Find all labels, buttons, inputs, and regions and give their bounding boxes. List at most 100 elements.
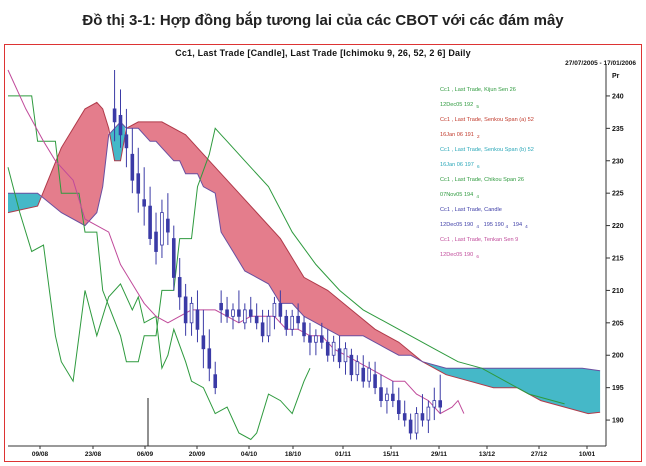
y-tick-label-205: 205 [612,320,624,327]
legend-entry-5: Cc1 , Last Trade, Tenkan Sen 9 [440,237,519,243]
candle-body-0 [112,108,117,123]
cloud-layer [7,101,601,415]
candle-body-30 [290,315,294,330]
candle-body-29 [284,315,289,330]
candle-body-46 [385,393,389,402]
senkou-span-b-line [8,121,601,372]
candle-body-6 [148,205,152,239]
candle-body-2 [124,134,129,149]
chart-header: Cc1, Last Trade [Candle], Last Trade [Ic… [175,48,471,58]
candle-body-18 [219,302,223,311]
candle-body-50 [408,419,413,434]
cloud-bearish-0 [8,193,41,213]
x-tick-label-6: 01/11 [335,451,351,458]
candle-body-22 [243,309,247,324]
cloud-bearish-2 [110,121,125,161]
candle-body-16 [207,348,212,369]
candle-body-31 [296,315,300,324]
candle-body-12 [183,296,188,324]
senkou-span-a-line [7,101,601,415]
x-tick-label-11: 10/01 [579,451,596,458]
candle-body-26 [266,315,271,337]
page-title: Đồ thị 3-1: Hợp đồng bắp tương lai của c… [82,12,564,29]
x-tick-label-10: 27/12 [531,451,548,458]
candle-body-3 [130,153,135,181]
candle-body-21 [237,309,241,317]
candle-body-27 [272,302,277,317]
y-tick-label-190: 190 [612,418,624,425]
date-range: 27/07/2005 - 17/01/2006 [565,60,636,67]
x-tick-label-7: 15/11 [383,451,399,458]
chikou-span-line [7,167,311,441]
candle-body-32 [302,322,306,337]
candle-body-9 [166,218,170,233]
y-tick-label-215: 215 [612,256,624,263]
candle-body-40 [349,354,354,376]
x-tick-label-3: 20/09 [189,451,206,458]
candle-body-33 [308,335,312,343]
legend-value-0: 12Dec05 192 5 [440,102,479,110]
y-tick-label-225: 225 [612,191,624,198]
candle-body-37 [331,341,336,356]
y-tick-label-240: 240 [612,93,624,100]
candle-body-17 [213,374,218,389]
x-tick-label-9: 13/12 [479,451,496,458]
y-tick-label-195: 195 [612,385,624,392]
y-axis-label: Pr [612,73,620,80]
y-tick-label-230: 230 [612,158,624,165]
candle-body-19 [225,309,229,317]
candle-body-25 [260,322,265,337]
candle-body-55 [438,400,443,408]
candle-body-14 [195,309,200,330]
x-tick-label-2: 06/09 [137,451,154,458]
y-tick-label-200: 200 [612,353,624,360]
legend-value-5: 12Dec05 190 6 [440,252,479,260]
candle-body-51 [414,413,419,434]
x-tick-label-1: 23/08 [85,451,102,458]
x-tick-label-5: 18/10 [285,451,302,458]
candle-body-44 [373,374,377,389]
cloud-bullish-1 [42,102,109,226]
x-tick-label-4: 04/10 [241,451,258,458]
candle-body-7 [154,231,158,252]
candle-body-42 [361,367,366,382]
candle-body-45 [379,387,383,402]
candle-body-49 [402,413,407,421]
candle-body-4 [136,173,141,194]
candle-body-47 [391,393,395,402]
candle-body-20 [231,309,235,317]
candle-body-23 [248,309,253,317]
candle-body-5 [142,199,146,207]
candle-body-11 [177,277,182,298]
kijun-sen-line [8,95,565,405]
candle-body-15 [201,335,206,350]
legend-value-1: 16Jan 06 191 2 [440,132,480,140]
candle-body-35 [320,335,324,343]
y-tick-label-220: 220 [612,223,624,230]
legend-entry-1: Cc1 , Last Trade, Senkou Span (a) 52 [440,117,534,123]
candles [112,70,443,440]
candle-body-8 [160,212,164,246]
axes: 190 195 200 205 210 215 220 225 230 235 240 Pr 09/08… [8,64,624,458]
x-tick-label-0: 09/08 [32,451,49,458]
legend-value-2: 16Jan 06 197 6 [440,162,480,170]
legend-value-3: 07Nov05 194 4 [440,192,479,200]
candle-body-52 [420,413,425,421]
candle-body-43 [367,367,371,382]
candle-body-39 [343,348,348,363]
candle-body-48 [396,400,401,414]
legend-value-4: 12Dec05 190 4 195 190 4 194 4 [440,222,528,230]
candle-body-13 [189,302,194,324]
candle-body-53 [426,406,431,421]
candle-body-41 [355,361,360,376]
legend-entry-2: Cc1 , Last Trade, Senkou Span (b) 52 [440,147,534,153]
legend-entry-3: Cc1 , Last Trade, Chikou Span 26 [440,177,524,183]
candle-body-36 [325,341,330,356]
candle-body-24 [254,315,259,324]
candle-body-28 [278,302,283,317]
legend-entry-4: Cc1 , Last Trade, Candle [440,207,502,213]
cloud-bearish-4 [423,362,601,414]
candle-body-38 [337,348,342,363]
cloud-bullish-3 [126,121,423,362]
